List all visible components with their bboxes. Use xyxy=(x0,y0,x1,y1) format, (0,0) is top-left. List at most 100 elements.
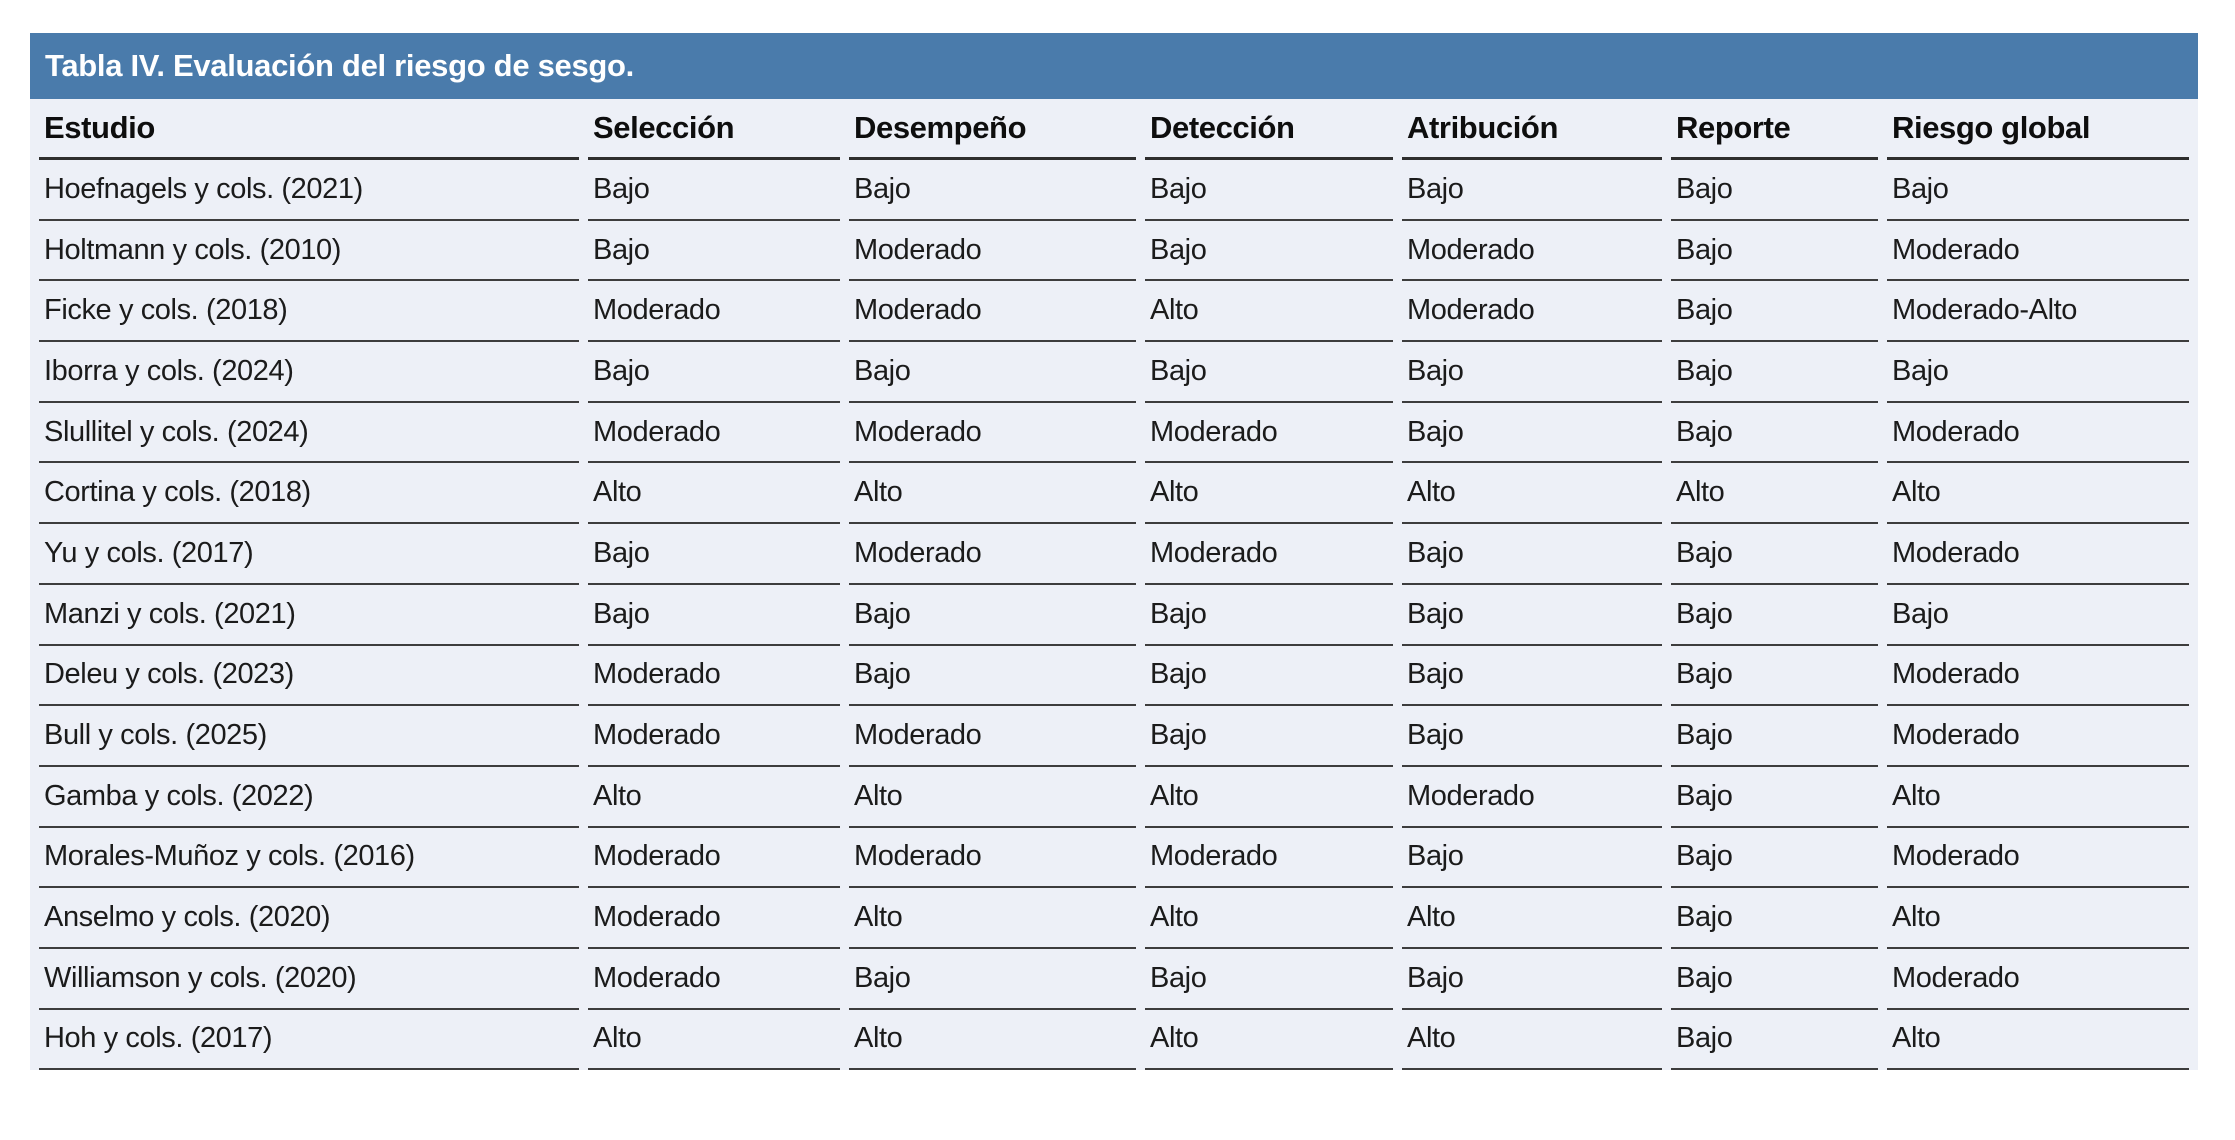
rating-cell: Moderado xyxy=(1145,828,1393,889)
table-row: Williamson y cols. (2020) Moderado Bajo Baj… xyxy=(39,949,2189,1010)
rating-cell: Bajo xyxy=(1671,767,1878,828)
table-row: Holtmann y cols. (2010) Bajo Moderado Bajo M… xyxy=(39,221,2189,282)
data-table: Estudio Selección Desempeño Detección At… xyxy=(30,99,2198,1071)
rating-cell: Alto xyxy=(849,1010,1136,1071)
study-cell: Hoh y cols. (2017) xyxy=(39,1010,579,1071)
rating-cell: Moderado xyxy=(588,403,840,464)
study-cell: Hoefnagels y cols. (2021) xyxy=(39,160,579,221)
rating-cell: Bajo xyxy=(1671,585,1878,646)
rating-cell: Bajo xyxy=(1402,828,1662,889)
rating-cell: Moderado xyxy=(588,281,840,343)
rating-cell: Moderado xyxy=(1145,524,1393,585)
rating-cell: Bajo xyxy=(1671,160,1878,221)
rating-cell: Alto xyxy=(1887,463,2189,525)
table-row: Gamba y cols. (2022) Alto Alto Alto Moderado… xyxy=(39,767,2189,828)
rating-cell: Alto xyxy=(588,767,840,828)
table-row: Hoh y cols. (2017) Alto Alto Alto Alto Bajo Al… xyxy=(39,1010,2189,1071)
table-body: Hoefnagels y cols. (2021) Bajo Bajo Bajo Baj… xyxy=(39,160,2189,1071)
rating-cell: Bajo xyxy=(849,342,1136,403)
rating-cell: Moderado xyxy=(849,524,1136,585)
rating-cell: Bajo xyxy=(1671,1010,1878,1071)
rating-cell: Bajo xyxy=(1145,160,1393,221)
column-header-deteccion: Detección xyxy=(1145,99,1393,160)
rating-cell: Moderado xyxy=(1887,221,2189,282)
rating-cell: Alto xyxy=(849,888,1136,949)
rating-cell: Bajo xyxy=(1671,342,1878,403)
rating-cell: Bajo xyxy=(1145,221,1393,282)
rating-cell: Moderado xyxy=(1402,767,1662,828)
rating-cell: Alto xyxy=(1887,888,2189,949)
study-cell: Holtmann y cols. (2010) xyxy=(39,221,579,282)
rating-cell: Alto xyxy=(588,1010,840,1071)
rating-cell: Moderado xyxy=(588,646,840,707)
rating-cell: Moderado xyxy=(1887,646,2189,707)
rating-cell: Bajo xyxy=(1145,706,1393,767)
rating-cell: Alto xyxy=(1887,1010,2189,1071)
rating-cell: Moderado xyxy=(588,888,840,949)
rating-cell: Bajo xyxy=(1145,585,1393,646)
rating-cell: Moderado xyxy=(849,706,1136,767)
study-cell: Slullitel y cols. (2024) xyxy=(39,403,579,464)
rating-cell: Moderado xyxy=(1887,949,2189,1010)
table-row: Bull y cols. (2025) Moderado Moderado Bajo B… xyxy=(39,706,2189,767)
rating-cell: Moderado xyxy=(1887,706,2189,767)
rating-cell: Bajo xyxy=(1402,160,1662,221)
rating-cell: Bajo xyxy=(1402,342,1662,403)
rating-cell: Moderado xyxy=(588,706,840,767)
rating-cell: Bajo xyxy=(588,160,840,221)
rating-cell: Moderado-Alto xyxy=(1887,281,2189,343)
table-row: Cortina y cols. (2018) Alto Alto Alto Alto Al… xyxy=(39,463,2189,525)
rating-cell: Alto xyxy=(588,463,840,525)
rating-cell: Bajo xyxy=(1671,888,1878,949)
rating-cell: Bajo xyxy=(849,585,1136,646)
rating-cell: Bajo xyxy=(1402,949,1662,1010)
table-title: Tabla IV. Evaluación del riesgo de sesgo… xyxy=(45,48,634,83)
study-cell: Gamba y cols. (2022) xyxy=(39,767,579,828)
rating-cell: Moderado xyxy=(588,949,840,1010)
study-cell: Ficke y cols. (2018) xyxy=(39,281,579,343)
table-row: Hoefnagels y cols. (2021) Bajo Bajo Bajo Baj… xyxy=(39,160,2189,221)
rating-cell: Alto xyxy=(849,767,1136,828)
rating-cell: Moderado xyxy=(1887,524,2189,585)
rating-cell: Alto xyxy=(1402,888,1662,949)
rating-cell: Bajo xyxy=(588,342,840,403)
table-row: Morales-Muñoz y cols. (2016) Moderado Mode… xyxy=(39,828,2189,889)
rating-cell: Bajo xyxy=(1887,160,2189,221)
rating-cell: Alto xyxy=(1145,888,1393,949)
study-cell: Iborra y cols. (2024) xyxy=(39,342,579,403)
rating-cell: Moderado xyxy=(588,828,840,889)
column-header-estudio: Estudio xyxy=(39,99,579,160)
table-row: Anselmo y cols. (2020) Moderado Alto Alto Al… xyxy=(39,888,2189,949)
rating-cell: Moderado xyxy=(1402,281,1662,343)
study-cell: Morales-Muñoz y cols. (2016) xyxy=(39,828,579,889)
table-row: Slullitel y cols. (2024) Moderado Moderado… xyxy=(39,403,2189,464)
rating-cell: Bajo xyxy=(1671,403,1878,464)
column-header-reporte: Reporte xyxy=(1671,99,1878,160)
rating-cell: Bajo xyxy=(849,949,1136,1010)
rating-cell: Bajo xyxy=(1887,585,2189,646)
rating-cell: Bajo xyxy=(1671,646,1878,707)
table-row: Yu y cols. (2017) Bajo Moderado Moderado Baj… xyxy=(39,524,2189,585)
study-cell: Cortina y cols. (2018) xyxy=(39,463,579,525)
rating-cell: Moderado xyxy=(849,221,1136,282)
rating-cell: Alto xyxy=(1887,767,2189,828)
rating-cell: Bajo xyxy=(849,646,1136,707)
rating-cell: Moderado xyxy=(1402,221,1662,282)
rating-cell: Alto xyxy=(849,463,1136,525)
rating-cell: Bajo xyxy=(1145,342,1393,403)
rating-cell: Moderado xyxy=(849,403,1136,464)
table-row: Deleu y cols. (2023) Moderado Bajo Bajo Bajo… xyxy=(39,646,2189,707)
rating-cell: Alto xyxy=(1145,281,1393,343)
study-cell: Deleu y cols. (2023) xyxy=(39,646,579,707)
rating-cell: Moderado xyxy=(849,281,1136,343)
study-cell: Williamson y cols. (2020) xyxy=(39,949,579,1010)
rating-cell: Alto xyxy=(1145,463,1393,525)
rating-cell: Bajo xyxy=(588,524,840,585)
header-row: Estudio Selección Desempeño Detección At… xyxy=(39,99,2189,160)
rating-cell: Moderado xyxy=(1145,403,1393,464)
rating-cell: Bajo xyxy=(1402,706,1662,767)
table-row: Manzi y cols. (2021) Bajo Bajo Bajo Bajo Bajo… xyxy=(39,585,2189,646)
table-title-bar: Tabla IV. Evaluación del riesgo de sesgo… xyxy=(30,33,2198,99)
column-header-riesgo-global: Riesgo global xyxy=(1887,99,2189,160)
rating-cell: Moderado xyxy=(1887,403,2189,464)
